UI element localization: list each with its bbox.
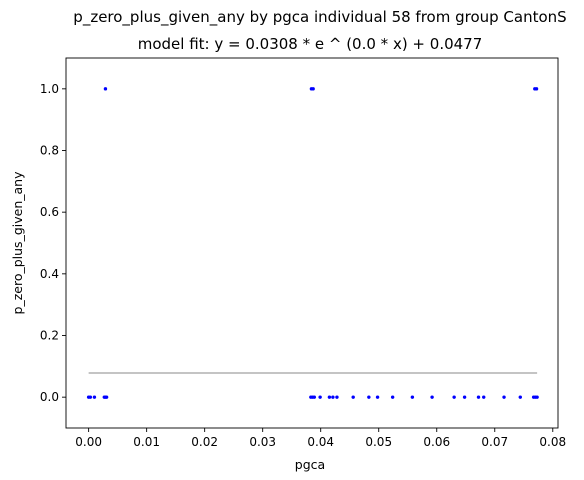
data-point xyxy=(462,395,467,399)
data-point xyxy=(410,395,415,399)
data-point xyxy=(476,395,481,399)
x-tick-label: 0.07 xyxy=(481,435,508,449)
data-point xyxy=(535,395,539,399)
data-point xyxy=(92,395,97,399)
x-tick-label: 0.00 xyxy=(75,435,102,449)
data-point xyxy=(335,395,339,399)
y-tick-label: 0.8 xyxy=(40,144,59,158)
data-point xyxy=(318,395,322,399)
x-tick-label: 0.03 xyxy=(249,435,276,449)
y-tick-label: 0.4 xyxy=(40,267,59,281)
data-point xyxy=(534,87,539,91)
y-tick-label: 0.0 xyxy=(40,390,59,404)
data-point xyxy=(452,395,456,399)
data-point xyxy=(375,395,380,399)
data-point xyxy=(367,395,371,399)
y-axis-label: p_zero_plus_given_any xyxy=(10,171,25,315)
y-tick-label: 1.0 xyxy=(40,82,59,96)
plot-area: 0.00 0.01 0.02 0.03 0.04 0.05 0.06 0.07 0.08 0.0 0… xyxy=(40,57,566,449)
data-point xyxy=(502,395,506,399)
data-point xyxy=(311,87,315,91)
x-tick-label: 0.04 xyxy=(307,435,334,449)
data-point xyxy=(430,395,434,399)
data-point xyxy=(331,395,335,399)
chart-subtitle: model fit: y = 0.0308 * e ^ (0.0 * x) + … xyxy=(138,35,483,53)
data-point xyxy=(482,395,486,399)
data-point xyxy=(390,395,395,399)
data-point xyxy=(327,395,332,399)
y-tick-label: 0.6 xyxy=(40,205,59,219)
x-tick-label: 0.06 xyxy=(423,435,450,449)
x-tick-label: 0.02 xyxy=(191,435,218,449)
data-point xyxy=(88,395,93,399)
x-axis-label: pgca xyxy=(295,457,325,472)
x-tick-label: 0.01 xyxy=(133,435,160,449)
data-point xyxy=(518,395,522,399)
x-tick-label: 0.05 xyxy=(365,435,392,449)
data-point xyxy=(103,87,108,91)
data-point xyxy=(312,395,317,399)
y-tick-label: 0.2 xyxy=(40,329,59,343)
data-point xyxy=(351,395,355,399)
plot-frame xyxy=(65,57,559,429)
chart-title: p_zero_plus_given_any by pgca individual… xyxy=(73,8,566,27)
data-point xyxy=(104,395,109,399)
x-tick-label: 0.08 xyxy=(539,435,566,449)
